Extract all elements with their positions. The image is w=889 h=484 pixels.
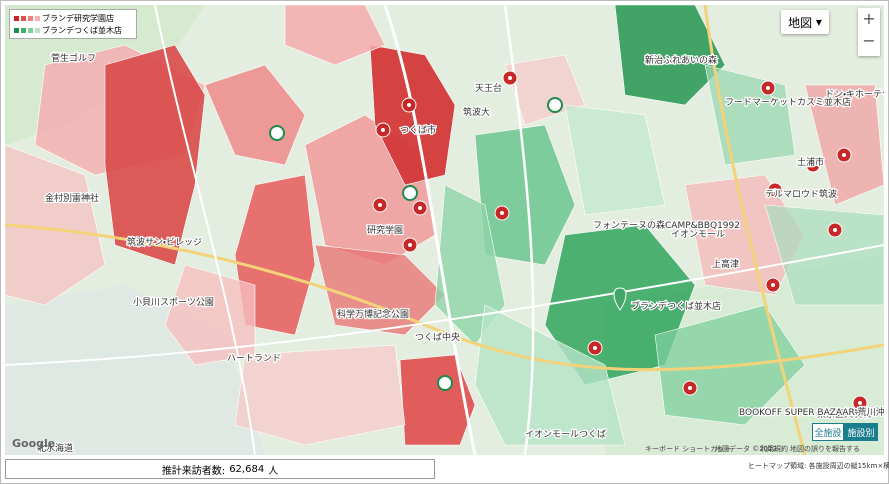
place-label: 小貝川スポーツ公園 [133,297,214,308]
road [154,5,256,455]
place-label: 研究学園 [367,224,403,236]
legend: ブランデ研究学園店 ブランデつくば並木店 [9,9,137,39]
legend-label: ブランデ研究学園店 [42,13,114,23]
visitor-value: 62,684 [229,463,265,475]
road [5,223,884,372]
attribution[interactable]: 地図の誤りを報告する [790,445,860,453]
store-pin [613,287,627,311]
place-marker-dot [593,346,597,350]
legend-item: ブランデつくば並木店 [14,24,132,36]
place-marker-dot [811,163,815,167]
legend-label: ブランデつくば並木店 [42,25,122,35]
heatmap-area [804,84,884,206]
road [5,244,884,366]
road [703,5,807,455]
place-label: フードマーケットカスミ並木店 [725,96,851,108]
place-label: テルマロウド筑波 [765,188,837,200]
place-marker-dot [688,386,692,390]
place-label: 筑波サン・ビレッジ [127,236,202,248]
place-marker-dot [381,128,385,132]
place-marker-dot [407,103,411,107]
place-label: 東京医大茨城 [817,408,871,420]
heatmap-area [564,104,666,216]
road [383,5,477,455]
place-marker-dot [508,76,512,80]
place-marker-dot [773,188,777,192]
shop-icon [402,185,418,201]
place-label: フォンテーヌの森CAMP&BBQ1992 [593,219,740,231]
place-marker-dot [378,203,382,207]
place-marker-dot [408,243,412,247]
shop-icon [437,375,453,391]
place-marker-dot [766,86,770,90]
shop-icon [269,125,285,141]
visitor-label: 推計来訪者数: [161,465,226,477]
heatmap-area [764,204,884,306]
road [503,5,535,455]
heatmap-area [399,354,476,446]
attribution: 地図データ ©2022 [715,445,778,453]
place-label: BOOKOFF SUPER BAZAAR 荒川沖店 [739,406,884,418]
place-marker-dot [418,206,422,210]
place-label: 土浦市 [797,156,824,168]
place-label: 上高津 [712,258,739,270]
place-label: つくば中央 [415,331,460,343]
heatmap-area [474,304,626,446]
place-label: 科学万博記念公園 [337,308,409,320]
attribution[interactable]: 利用規約 [760,445,788,453]
place-marker-dot [771,283,775,287]
facility-button[interactable]: 施設別 [844,423,878,441]
shop-icon [547,97,563,113]
legend-item: ブランデ研究学園店 [14,12,132,24]
heatmap-area [164,264,256,366]
place-label: イオンモール [671,229,725,240]
visitor-box: 推計来訪者数: 62,684 人 [5,459,435,479]
place-label: 筑波大 [463,106,490,118]
google-logo: Google [12,437,56,450]
place-label: ドン・キホーテつくば [825,89,884,100]
heatmap-area [314,244,446,336]
place-label: イオンモールつくば [525,429,606,440]
heatmap-area [5,144,106,306]
heatmap-area [234,344,406,446]
place-label: 菅生ゴルフ [51,52,96,64]
heatmap-note: ヒートマップ領域: 各施設周辺の縦15km×横20km [748,462,889,470]
place-label: 金村別雷神社 [45,192,99,204]
map-type-label: 地図 [788,15,813,30]
place-label: つくば市 [400,124,436,136]
map-type-button[interactable]: 地図 ▾ [781,10,829,34]
place-label: 北水海道 [37,442,73,454]
place-label: 天王台 [475,82,502,94]
place-marker-dot [500,211,504,215]
heatmap-area [104,44,206,266]
heatmap-area [614,5,726,106]
attribution[interactable]: キーボード ショートカット [645,445,732,453]
visitor-unit: 人 [268,465,279,477]
place-label: ブランデつくば並木店 [631,300,721,312]
place-marker-dot [842,153,846,157]
place-marker-dot [833,228,837,232]
place-label: 新治ふれあいの森 [645,54,717,66]
map[interactable]: 天王台筑波大つくば市土浦市金村別雷神社筑波サン・ビレッジ小貝川スポーツ公園科学万… [5,5,884,455]
place-label: ハートランド [227,353,281,364]
zoom-control[interactable]: + − [858,8,880,56]
heatmap-area [284,5,386,66]
place-marker-dot [858,401,862,405]
facility-button[interactable]: 全施設 [812,423,844,441]
